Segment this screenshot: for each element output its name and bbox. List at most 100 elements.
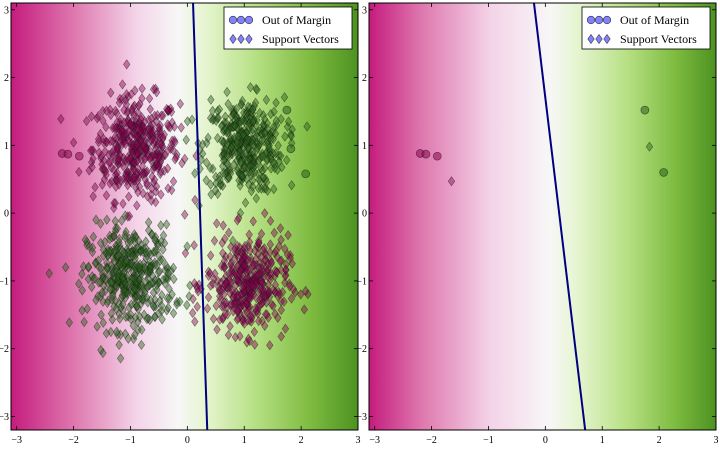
support-vector-point bbox=[131, 253, 139, 264]
support-vector-point bbox=[221, 279, 229, 291]
support-vector-point bbox=[129, 148, 137, 159]
support-vector-point bbox=[125, 125, 133, 136]
support-vector-point bbox=[266, 215, 275, 227]
support-vector-point bbox=[129, 102, 138, 113]
support-vector-point bbox=[218, 237, 226, 249]
support-vector-point bbox=[253, 142, 262, 154]
support-vector-point bbox=[84, 273, 93, 285]
support-vector-point bbox=[87, 145, 95, 156]
support-vector-point bbox=[240, 318, 249, 329]
support-vector-point bbox=[89, 191, 97, 202]
support-vector-point bbox=[269, 284, 277, 296]
support-vector-point bbox=[102, 105, 111, 116]
support-vector-point bbox=[128, 273, 136, 284]
support-vector-point bbox=[217, 135, 226, 147]
support-vector-point bbox=[164, 183, 172, 194]
support-vector-point bbox=[130, 165, 138, 176]
support-vector-point bbox=[113, 143, 121, 154]
support-vector-point bbox=[139, 140, 147, 152]
support-vector-point bbox=[274, 312, 282, 323]
support-vector-point bbox=[145, 93, 154, 104]
support-vector-point bbox=[240, 301, 249, 313]
support-vector-point bbox=[108, 290, 117, 302]
out-of-margin-point bbox=[432, 151, 442, 161]
support-vector-point bbox=[262, 94, 271, 105]
x-tick-label: −1 bbox=[483, 435, 494, 446]
support-vector-point bbox=[220, 262, 229, 273]
support-vector-point bbox=[107, 87, 115, 98]
support-vector-point bbox=[270, 106, 278, 117]
support-vector-point bbox=[136, 311, 144, 322]
support-vector-point bbox=[255, 316, 263, 327]
support-vector-point bbox=[245, 122, 253, 133]
support-vector-point bbox=[271, 279, 280, 290]
support-vector-point bbox=[96, 277, 105, 288]
support-vector-point bbox=[218, 284, 227, 296]
support-vector-point bbox=[143, 292, 151, 303]
support-vector-point bbox=[134, 316, 142, 327]
support-vector-point bbox=[256, 294, 264, 305]
support-vector-point bbox=[257, 228, 266, 240]
support-vector-point bbox=[206, 162, 214, 174]
support-vector-point bbox=[146, 314, 154, 326]
support-vector-point bbox=[231, 120, 239, 131]
support-vector-point bbox=[241, 197, 250, 208]
support-vector-point bbox=[221, 111, 229, 122]
support-vector-point bbox=[159, 274, 167, 285]
support-vector-point bbox=[114, 155, 123, 166]
support-vector-point bbox=[122, 172, 131, 183]
support-vector-point bbox=[139, 169, 147, 180]
decision-boundary-line bbox=[192, 3, 209, 430]
support-vector-point bbox=[216, 314, 224, 325]
support-vector-point bbox=[255, 174, 263, 185]
support-vector-point bbox=[241, 252, 249, 263]
support-vector-point bbox=[261, 127, 270, 138]
support-vector-point bbox=[96, 218, 105, 229]
support-vector-point bbox=[244, 162, 252, 173]
support-vector-point bbox=[132, 243, 140, 255]
support-vector-point bbox=[235, 276, 244, 288]
support-vector-point bbox=[108, 314, 117, 325]
support-vector-point bbox=[148, 277, 156, 289]
support-vector-point bbox=[118, 157, 126, 168]
support-vector-point bbox=[162, 260, 171, 272]
support-vector-point bbox=[242, 108, 250, 119]
support-vector-point bbox=[249, 260, 258, 271]
legend: Out of Margin Support Vectors bbox=[581, 6, 711, 50]
y-tick-label: 1 bbox=[362, 141, 367, 152]
support-vector-point bbox=[88, 242, 97, 253]
support-vector-point bbox=[105, 269, 114, 280]
support-vector-point bbox=[113, 143, 122, 154]
support-vector-point bbox=[233, 314, 241, 325]
support-vector-point bbox=[111, 226, 120, 237]
support-vector-point bbox=[238, 170, 247, 181]
out-of-margin-point bbox=[301, 169, 311, 179]
support-vector-point bbox=[229, 109, 238, 120]
support-vector-point bbox=[207, 250, 215, 261]
support-vector-point bbox=[251, 303, 260, 314]
support-vector-point bbox=[159, 110, 167, 121]
support-vector-point bbox=[233, 290, 242, 302]
support-vector-point bbox=[213, 218, 221, 229]
support-vector-point bbox=[270, 227, 278, 239]
support-vector-point bbox=[173, 149, 181, 160]
support-vector-point bbox=[271, 128, 280, 139]
support-vector-point bbox=[89, 231, 98, 242]
support-vector-point bbox=[155, 122, 163, 133]
support-vector-point bbox=[233, 305, 242, 316]
support-vector-point bbox=[233, 140, 241, 152]
support-vector-point bbox=[266, 239, 274, 250]
support-vector-point bbox=[135, 181, 144, 192]
support-vector-point bbox=[99, 317, 107, 328]
support-vector-point bbox=[118, 124, 126, 135]
support-vector-point bbox=[117, 114, 125, 125]
support-vector-point bbox=[131, 290, 139, 301]
support-vector-point bbox=[45, 268, 53, 279]
support-vector-point bbox=[193, 283, 202, 294]
support-vector-point bbox=[152, 186, 160, 197]
support-vector-point bbox=[244, 101, 252, 112]
support-vector-point bbox=[171, 137, 179, 148]
support-vector-point bbox=[133, 301, 141, 312]
support-vector-point bbox=[124, 154, 133, 165]
support-vector-point bbox=[233, 215, 242, 226]
